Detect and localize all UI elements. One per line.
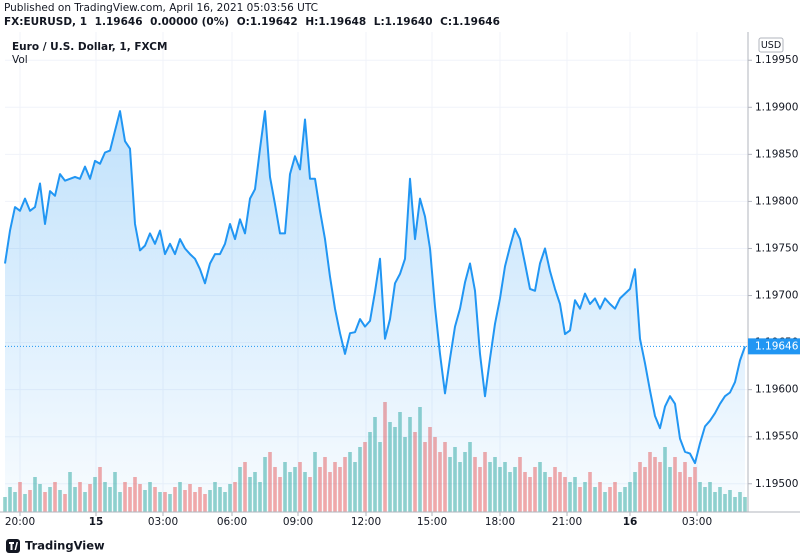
footer: TradingView bbox=[25, 539, 105, 553]
ohlc-high: H:1.19648 bbox=[305, 16, 366, 28]
last-price-tag bbox=[748, 338, 800, 355]
change: 0.00000 (0%) bbox=[150, 16, 229, 28]
symbol: FX:EURUSD, 1 bbox=[4, 16, 87, 28]
volume-legend: Vol bbox=[12, 54, 28, 66]
x-tick-label: 16 bbox=[623, 516, 638, 528]
y-tick-label: 1.19800 bbox=[755, 195, 798, 207]
y-tick-label: 1.19550 bbox=[755, 431, 798, 443]
symbol-line: FX:EURUSD, 1 1.19646 0.00000 (0%) O:1.19… bbox=[4, 16, 500, 28]
currency-box[interactable] bbox=[758, 37, 784, 53]
x-tick-label: 21:00 bbox=[552, 516, 582, 528]
x-tick-label: 20:00 bbox=[5, 516, 35, 528]
y-tick-label: 1.19950 bbox=[755, 54, 798, 66]
footer-logo bbox=[6, 539, 20, 553]
y-tick-label: 1.19600 bbox=[755, 384, 798, 396]
x-tick-label: 03:00 bbox=[682, 516, 712, 528]
last-price-label: 1.19646 bbox=[755, 340, 799, 352]
x-tick-label: 18:00 bbox=[485, 516, 515, 528]
y-tick-label: 1.19700 bbox=[755, 290, 798, 302]
ohlc-low: L:1.19640 bbox=[374, 16, 433, 28]
x-tick-label: 15:00 bbox=[417, 516, 447, 528]
y-tick-label: 1.19750 bbox=[755, 242, 798, 254]
ohlc-close: C:1.19646 bbox=[440, 16, 500, 28]
x-tick-label: 03:00 bbox=[148, 516, 178, 528]
ohlc-open: O:1.19642 bbox=[237, 16, 298, 28]
price-line bbox=[4, 110, 746, 465]
y-tick-label: 1.19500 bbox=[755, 478, 798, 490]
plot bbox=[4, 110, 748, 512]
last: 1.19646 bbox=[95, 16, 143, 28]
currency[interactable]: USD bbox=[761, 40, 781, 51]
area bbox=[5, 111, 745, 512]
x-tick-label: 09:00 bbox=[283, 516, 313, 528]
published: Published on TradingView.com, April 16, … bbox=[4, 2, 318, 14]
x-tick-label: 15 bbox=[89, 516, 104, 528]
x-tick-label: 12:00 bbox=[351, 516, 381, 528]
y-tick-label: 1.19850 bbox=[755, 148, 798, 160]
x-tick-label: 06:00 bbox=[217, 516, 247, 528]
y-tick-label: 1.19900 bbox=[755, 101, 798, 113]
series-legend: Euro / U.S. Dollar, 1, FXCM bbox=[12, 41, 167, 53]
